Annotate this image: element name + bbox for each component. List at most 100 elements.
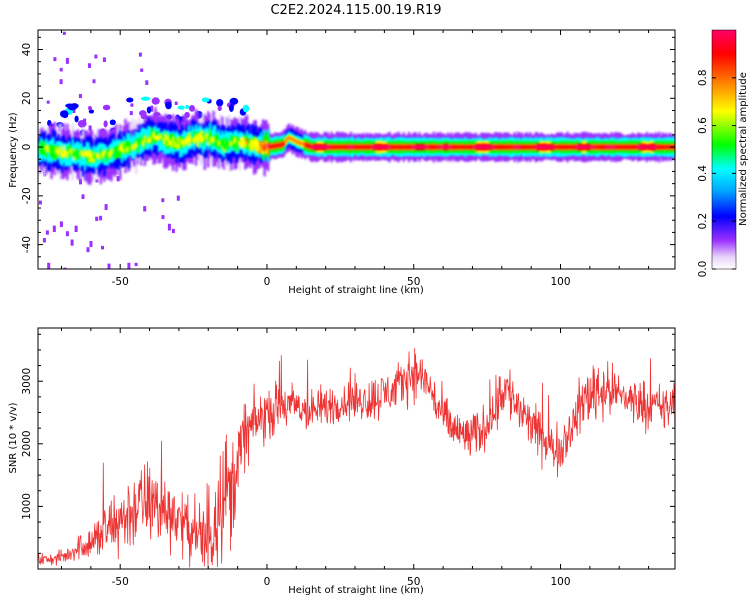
heatmap-cell (170, 133, 173, 147)
heatmap-cell (67, 148, 71, 154)
heatmap-cell (201, 135, 205, 142)
heatmap-cell (430, 145, 434, 149)
heatmap-cell (88, 63, 91, 68)
heatmap-cell (177, 142, 180, 149)
spectrogram-ticks: -50 0 50 100 -40 -20 0 20 40 (21, 30, 675, 288)
heatmap-cell (349, 145, 353, 149)
heatmap-cell (240, 139, 243, 145)
heatmap-cell (661, 145, 664, 149)
heatmap-cell (458, 145, 462, 149)
heatmap-cell (406, 145, 409, 149)
heatmap-cell (504, 145, 508, 149)
heatmap-cell (339, 145, 342, 149)
heatmap-cell (87, 105, 93, 111)
heatmap-cell (70, 239, 74, 246)
heatmap-cell (53, 151, 57, 156)
heatmap-cell (109, 119, 116, 126)
heatmap-cell (231, 140, 235, 146)
heatmap-cell (126, 97, 134, 103)
heatmap-cell (587, 145, 590, 149)
heatmap-cell (170, 141, 173, 148)
heatmap-cell (95, 216, 99, 221)
heatmap-cell (97, 148, 101, 161)
heatmap-cell (643, 145, 647, 149)
heatmap-cell (74, 225, 78, 233)
heatmap-cell (612, 145, 615, 149)
heatmap-cell (62, 151, 66, 158)
heatmap-cell (589, 145, 592, 149)
heatmap-cell (76, 154, 80, 160)
heatmap-cell (65, 57, 69, 64)
heatmap-cell (552, 145, 555, 149)
snr-x-tick-label: 0 (264, 576, 271, 588)
heatmap-cell (582, 145, 585, 149)
heatmap-cell (249, 142, 252, 150)
heatmap-cell (302, 142, 305, 146)
heatmap-cell (376, 145, 379, 149)
heatmap-cell (251, 140, 254, 146)
heatmap-cell (481, 145, 485, 149)
heatmap-cell (226, 139, 229, 146)
heatmap-cell (46, 146, 50, 153)
heatmap-cell (104, 204, 108, 210)
heatmap-cell (196, 137, 199, 143)
heatmap-cell (337, 145, 340, 149)
heatmap-cell (520, 145, 523, 149)
colorbar-tick-label: 0.0 (697, 261, 709, 278)
heatmap-cell (578, 145, 582, 149)
heatmap-cell (541, 145, 545, 149)
heatmap-cell (615, 145, 619, 149)
heatmap-cell (307, 144, 310, 148)
heatmap-cell (89, 241, 93, 248)
heatmap-cell (143, 136, 147, 149)
heatmap-cell (198, 133, 201, 140)
heatmap-cell (151, 97, 160, 105)
heatmap-cell (383, 145, 386, 149)
heatmap-cell (668, 145, 671, 149)
heatmap-cell (115, 147, 118, 154)
heatmap-cell (120, 145, 124, 152)
heatmap-cell (495, 145, 499, 149)
heatmap-cell (355, 145, 358, 149)
heatmap-cell (116, 176, 120, 182)
heatmap-cell (193, 137, 196, 144)
heatmap-cell (531, 145, 534, 149)
heatmap-cell (362, 145, 365, 149)
heatmap-cell (166, 136, 169, 142)
heatmap-cell (110, 148, 113, 155)
heatmap-cell (448, 145, 451, 149)
heatmap-cell (177, 105, 185, 110)
heatmap-cell (230, 135, 233, 146)
heatmap-cell (513, 145, 516, 149)
heatmap-cell (99, 152, 102, 159)
heatmap-cell (178, 140, 182, 147)
heatmap-cell (466, 145, 469, 149)
heatmap-cell (141, 134, 145, 145)
heatmap-cell (314, 145, 317, 149)
heatmap-cell (580, 145, 583, 149)
heatmap-cell (267, 143, 270, 149)
heatmap-cell (411, 145, 414, 149)
heatmap-band-layer (38, 131, 675, 162)
heatmap-cell (104, 152, 108, 158)
heatmap-cell (138, 52, 142, 57)
heatmap-cell (577, 145, 580, 149)
heatmap-cell (45, 145, 48, 158)
heatmap-cell (487, 145, 490, 149)
heatmap-cell (92, 79, 96, 84)
heatmap-cell (83, 149, 87, 156)
heatmap-cell (483, 145, 486, 149)
heatmap-cell (460, 145, 464, 149)
heatmap-cell (365, 145, 368, 149)
heatmap-cell (592, 145, 596, 149)
heatmap-cell (79, 177, 82, 185)
heatmap-cell (258, 145, 261, 151)
heatmap-cell (478, 145, 481, 149)
heatmap-cell (101, 151, 104, 159)
heatmap-cell (318, 145, 321, 149)
heatmap-cell (474, 145, 478, 149)
heatmap-cell (407, 145, 411, 149)
heatmap-cell (309, 144, 312, 149)
heatmap-cell (649, 145, 652, 149)
heatmap-cell (277, 143, 280, 147)
